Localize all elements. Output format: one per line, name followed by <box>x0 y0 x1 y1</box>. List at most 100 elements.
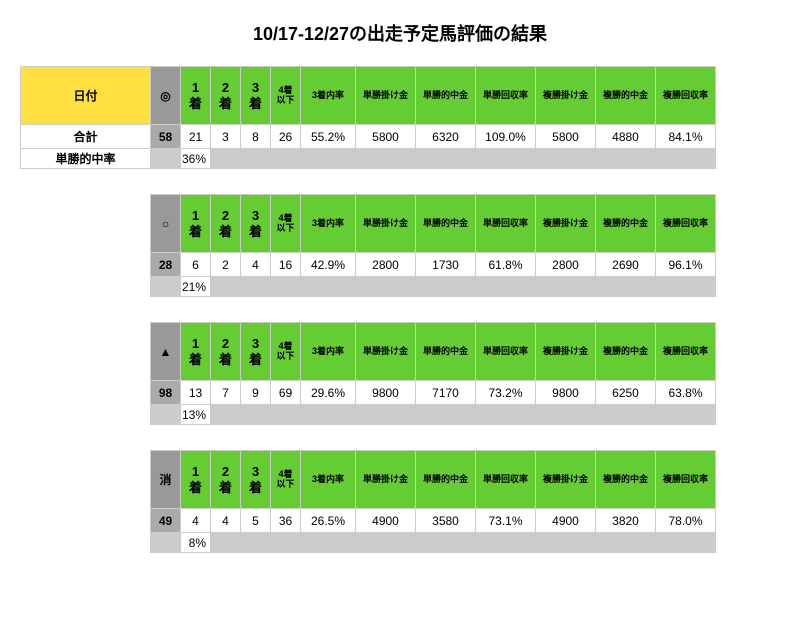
hitrate-row: 13% <box>151 405 716 425</box>
result-table: 日付◎1着2着3着4着以下3着内率単勝掛け金単勝的中金単勝回収率複勝掛け金複勝的… <box>20 66 716 169</box>
data-row: 合計5821382655.2%58006320109.0%5800488084.… <box>21 125 716 149</box>
col-top3rate-header: 3着内率 <box>301 451 356 509</box>
hit-gray-pad <box>151 277 181 297</box>
cell-2nd: 3 <box>211 125 241 149</box>
hit-gray-tail <box>211 277 716 297</box>
col-plcbet-header: 複勝掛け金 <box>536 67 596 125</box>
col-3rd-header: 3着 <box>241 195 271 253</box>
hitrate-row: 8% <box>151 533 716 553</box>
indent-spacer <box>20 322 150 425</box>
page-title: 10/17-12/27の出走予定馬評価の結果 <box>20 20 780 46</box>
cell-winhit: 1730 <box>416 253 476 277</box>
hitrate-row: 21% <box>151 277 716 297</box>
col-mark-header: 消 <box>151 451 181 509</box>
cell-winrec: 109.0% <box>476 125 536 149</box>
cell-top3rate: 29.6% <box>301 381 356 405</box>
col-mark-header: ▲ <box>151 323 181 381</box>
cell-top3rate: 42.9% <box>301 253 356 277</box>
cell-winhit: 7170 <box>416 381 476 405</box>
result-block: 消1着2着3着4着以下3着内率単勝掛け金単勝的中金単勝回収率複勝掛け金複勝的中金… <box>20 450 780 553</box>
cell-plcbet: 4900 <box>536 509 596 533</box>
col-plcrec-header: 複勝回収率 <box>656 195 716 253</box>
result-block: ○1着2着3着4着以下3着内率単勝掛け金単勝的中金単勝回収率複勝掛け金複勝的中金… <box>20 194 780 297</box>
cell-plcrec: 63.8% <box>656 381 716 405</box>
cell-plcrec: 78.0% <box>656 509 716 533</box>
col-top3rate-header: 3着内率 <box>301 195 356 253</box>
hit-gray-tail <box>211 149 716 169</box>
col-3rd-header: 3着 <box>241 323 271 381</box>
col-winbet-header: 単勝掛け金 <box>356 195 416 253</box>
col-4below-header: 4着以下 <box>271 195 301 253</box>
col-plchit-header: 複勝的中金 <box>596 323 656 381</box>
cell-3rd: 9 <box>241 381 271 405</box>
data-row: 494453626.5%4900358073.1%4900382078.0% <box>151 509 716 533</box>
col-winhit-header: 単勝的中金 <box>416 451 476 509</box>
cell-2nd: 2 <box>211 253 241 277</box>
col-winhit-header: 単勝的中金 <box>416 323 476 381</box>
cell-top3rate: 55.2% <box>301 125 356 149</box>
cell-1st: 4 <box>181 509 211 533</box>
header-row: 日付◎1着2着3着4着以下3着内率単勝掛け金単勝的中金単勝回収率複勝掛け金複勝的… <box>21 67 716 125</box>
result-table: ○1着2着3着4着以下3着内率単勝掛け金単勝的中金単勝回収率複勝掛け金複勝的中金… <box>150 194 716 297</box>
col-plcbet-header: 複勝掛け金 <box>536 323 596 381</box>
result-block: 日付◎1着2着3着4着以下3着内率単勝掛け金単勝的中金単勝回収率複勝掛け金複勝的… <box>20 66 780 169</box>
hit-gray-pad <box>151 149 181 169</box>
col-plcbet-header: 複勝掛け金 <box>536 195 596 253</box>
col-1st-header: 1着 <box>181 451 211 509</box>
data-row: 9813796929.6%9800717073.2%9800625063.8% <box>151 381 716 405</box>
cell-1st: 6 <box>181 253 211 277</box>
col-winrec-header: 単勝回収率 <box>476 195 536 253</box>
cell-winbet: 4900 <box>356 509 416 533</box>
indent-spacer <box>20 450 150 553</box>
cell-hitrate: 36% <box>181 149 211 169</box>
row-hitlabel: 単勝的中率 <box>21 149 151 169</box>
cell-count: 28 <box>151 253 181 277</box>
hitrate-row: 単勝的中率 36% <box>21 149 716 169</box>
col-2nd-header: 2着 <box>211 323 241 381</box>
cell-4below: 16 <box>271 253 301 277</box>
cell-plcbet: 9800 <box>536 381 596 405</box>
col-winbet-header: 単勝掛け金 <box>356 67 416 125</box>
cell-winbet: 9800 <box>356 381 416 405</box>
cell-plcrec: 84.1% <box>656 125 716 149</box>
hit-gray-pad <box>151 533 181 553</box>
cell-plcbet: 2800 <box>536 253 596 277</box>
cell-hitrate: 13% <box>181 405 211 425</box>
col-3rd-header: 3着 <box>241 451 271 509</box>
cell-plcbet: 5800 <box>536 125 596 149</box>
tables-container: 日付◎1着2着3着4着以下3着内率単勝掛け金単勝的中金単勝回収率複勝掛け金複勝的… <box>20 66 780 553</box>
hit-gray-tail <box>211 533 716 553</box>
cell-2nd: 4 <box>211 509 241 533</box>
cell-hitrate: 21% <box>181 277 211 297</box>
col-winrec-header: 単勝回収率 <box>476 323 536 381</box>
cell-plchit: 4880 <box>596 125 656 149</box>
cell-plchit: 2690 <box>596 253 656 277</box>
cell-plchit: 3820 <box>596 509 656 533</box>
col-winrec-header: 単勝回収率 <box>476 451 536 509</box>
cell-4below: 26 <box>271 125 301 149</box>
cell-winbet: 2800 <box>356 253 416 277</box>
indent-spacer <box>20 194 150 297</box>
col-1st-header: 1着 <box>181 323 211 381</box>
cell-1st: 21 <box>181 125 211 149</box>
cell-count: 98 <box>151 381 181 405</box>
col-4below-header: 4着以下 <box>271 67 301 125</box>
col-plchit-header: 複勝的中金 <box>596 451 656 509</box>
cell-winrec: 61.8% <box>476 253 536 277</box>
col-plchit-header: 複勝的中金 <box>596 195 656 253</box>
col-2nd-header: 2着 <box>211 195 241 253</box>
hit-gray-pad <box>151 405 181 425</box>
col-winhit-header: 単勝的中金 <box>416 195 476 253</box>
col-top3rate-header: 3着内率 <box>301 323 356 381</box>
result-table: ▲1着2着3着4着以下3着内率単勝掛け金単勝的中金単勝回収率複勝掛け金複勝的中金… <box>150 322 716 425</box>
cell-3rd: 5 <box>241 509 271 533</box>
cell-hitrate: 8% <box>181 533 211 553</box>
cell-plchit: 6250 <box>596 381 656 405</box>
col-plcrec-header: 複勝回収率 <box>656 323 716 381</box>
row-sum-label: 合計 <box>21 125 151 149</box>
col-plcrec-header: 複勝回収率 <box>656 451 716 509</box>
col-2nd-header: 2着 <box>211 67 241 125</box>
col-plcrec-header: 複勝回収率 <box>656 67 716 125</box>
cell-4below: 36 <box>271 509 301 533</box>
data-row: 286241642.9%2800173061.8%2800269096.1% <box>151 253 716 277</box>
